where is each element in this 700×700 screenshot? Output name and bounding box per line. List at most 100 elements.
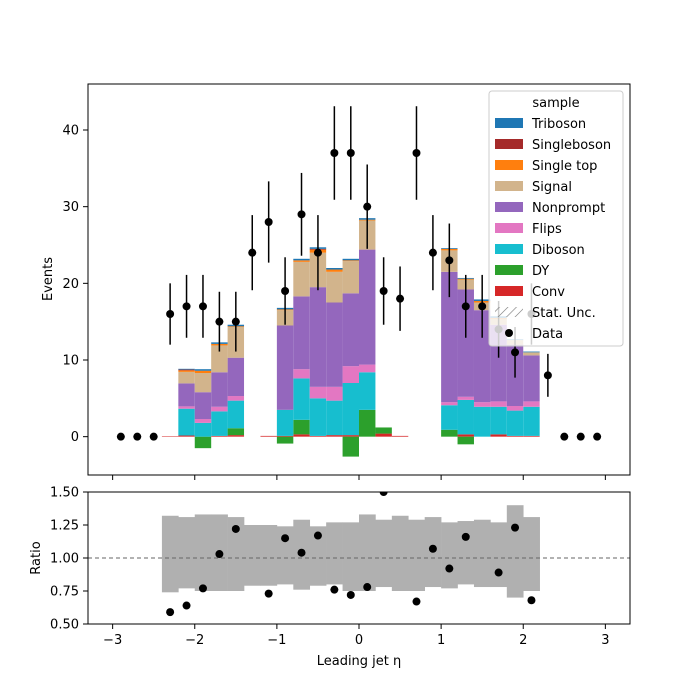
legend-label: Data	[532, 327, 563, 342]
bar-nonprompt	[211, 372, 228, 407]
ratio-plot-area	[88, 492, 630, 617]
data-point	[166, 310, 175, 318]
data-point	[264, 218, 273, 226]
bar-conv	[391, 435, 409, 437]
x-axis-label: Leading jet η	[317, 654, 402, 669]
unc-band-bin	[359, 514, 376, 591]
bar-nonprompt	[441, 271, 458, 403]
bar-flips	[473, 402, 491, 407]
data-point	[560, 432, 569, 441]
main-x-ticks	[112, 475, 606, 480]
legend-label: DY	[532, 264, 549, 279]
unc-band-bin	[227, 517, 245, 591]
bar-flips	[490, 401, 507, 407]
bar-nonprompt	[194, 392, 212, 420]
bar-dy	[441, 429, 458, 437]
unc-band-bin	[161, 515, 179, 593]
data-point	[576, 432, 585, 441]
bar-triboson	[194, 369, 212, 371]
data-point	[182, 302, 191, 311]
unc-band-bin	[178, 517, 196, 589]
ratio-point	[198, 584, 207, 593]
legend-label: Diboson	[532, 243, 585, 258]
unc-band-bin	[473, 519, 491, 588]
data-point	[313, 248, 322, 257]
bar-signal	[523, 352, 540, 356]
x-tick-label: 0	[355, 633, 363, 648]
ratio-y-tick-label: 0.50	[50, 618, 79, 633]
unc-band-bin	[326, 522, 343, 585]
bar-triboson	[523, 351, 540, 353]
data-point	[297, 210, 306, 219]
main-plot-area	[116, 106, 602, 457]
bar-dy	[227, 428, 245, 436]
y-axis-label-events: Events	[41, 257, 56, 301]
legend-label: Flips	[532, 222, 562, 237]
ratio-point	[363, 583, 372, 592]
legend-swatch-hatch	[495, 307, 523, 317]
ratio-point	[511, 523, 520, 532]
unc-band-bin	[309, 526, 327, 586]
unc-band-bin	[441, 522, 458, 589]
unc-band-bin	[244, 525, 261, 586]
legend-swatch	[495, 160, 523, 170]
bar-nonprompt	[359, 249, 376, 365]
bar-diboson	[211, 411, 228, 436]
bar-diboson	[227, 400, 245, 429]
bar-single-top	[194, 370, 212, 374]
legend-swatch	[495, 286, 523, 296]
data-point	[412, 149, 421, 157]
ratio-y-tick-label: 1.50	[50, 486, 79, 501]
bar-conv	[490, 434, 507, 437]
bar-conv	[260, 435, 277, 437]
bar-flips	[326, 386, 343, 401]
ratio-point	[313, 531, 322, 540]
bar-single-top	[342, 260, 359, 262]
legend-label: Triboson	[531, 117, 586, 132]
y-tick-label: 10	[62, 354, 79, 369]
data-point	[149, 432, 158, 441]
bar-flips	[309, 386, 327, 399]
bar-diboson	[276, 409, 294, 436]
bar-flips	[211, 406, 228, 412]
data-point	[428, 248, 437, 257]
data-point	[511, 348, 520, 357]
bar-conv	[309, 435, 327, 437]
unc-band-bin	[375, 519, 393, 588]
bar-conv	[227, 435, 245, 437]
x-tick-label: −2	[185, 633, 204, 648]
bar-dy	[276, 436, 294, 444]
legend-swatch	[495, 118, 523, 128]
ratio-points	[166, 492, 536, 617]
data-point	[133, 432, 142, 441]
ratio-point	[231, 524, 240, 533]
ratio-point	[281, 534, 290, 543]
bar-nonprompt	[342, 293, 359, 367]
bar-signal	[293, 261, 310, 297]
bar-flips	[441, 402, 458, 406]
legend-entry-flips: Flips	[495, 222, 562, 237]
bar-conv	[523, 435, 540, 437]
legend-label: Singleboson	[532, 138, 611, 153]
unc-band-bin	[391, 515, 409, 591]
legend-entry-single-top: Single top	[495, 159, 597, 174]
ratio-y-tick-label: 1.00	[50, 552, 79, 567]
legend-entry-nonprompt: Nonprompt	[495, 201, 605, 216]
bar-flips	[506, 406, 524, 411]
bar-signal	[194, 373, 212, 393]
bar-dy	[359, 409, 376, 437]
unc-band-bin	[342, 522, 360, 591]
bar-diboson	[523, 406, 540, 436]
bar-conv	[178, 435, 195, 437]
legend-swatch	[495, 139, 523, 149]
unc-band-bin	[457, 521, 475, 585]
bar-diboson	[309, 398, 327, 436]
bar-nonprompt	[227, 357, 245, 397]
x-tick-label: −1	[267, 633, 286, 648]
series-flips	[178, 364, 540, 423]
ratio-point	[428, 544, 437, 553]
legend-label: Single top	[532, 159, 597, 174]
series-dy	[194, 409, 474, 457]
bar-nonprompt	[457, 289, 474, 397]
